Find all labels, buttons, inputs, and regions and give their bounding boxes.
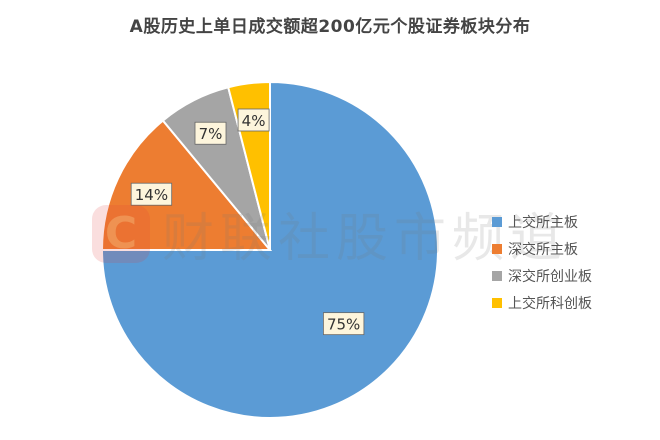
data-label: 14%: [130, 182, 173, 206]
data-label-text: 14%: [135, 186, 168, 204]
watermark-logo: C: [92, 204, 150, 263]
data-label-text: 75%: [327, 316, 360, 334]
legend-item[interactable]: 深交所创业板: [492, 262, 592, 289]
data-label-text: 7%: [199, 125, 223, 143]
data-label-text: 4%: [242, 112, 266, 130]
data-label: 75%: [323, 312, 365, 336]
legend-label: 上交所科创板: [508, 295, 592, 312]
legend-item[interactable]: 上交所主板: [492, 208, 592, 235]
chart-title: A股历史上单日成交额超200亿元个股证券板块分布: [129, 17, 531, 37]
legend-swatch: [492, 243, 502, 254]
data-label-box: [194, 121, 227, 145]
data-label-box: [323, 312, 365, 336]
data-label-box: [130, 182, 173, 206]
data-label: 4%: [237, 108, 270, 132]
legend-swatch: [492, 270, 502, 281]
legend-label: 深交所主板: [508, 241, 578, 258]
legend-swatch: [492, 297, 502, 308]
legend-item[interactable]: 深交所主板: [492, 235, 592, 262]
data-label: 7%: [194, 121, 227, 145]
legend-label: 深交所创业板: [508, 268, 592, 285]
legend-item[interactable]: 上交所科创板: [492, 289, 592, 316]
legend-label: 上交所主板: [508, 214, 578, 231]
legend: 上交所主板 深交所主板 深交所创业板 上交所科创板: [492, 208, 592, 316]
data-label-box: [237, 108, 270, 132]
pie-slice[interactable]: [100, 119, 273, 251]
legend-swatch: [492, 216, 502, 227]
